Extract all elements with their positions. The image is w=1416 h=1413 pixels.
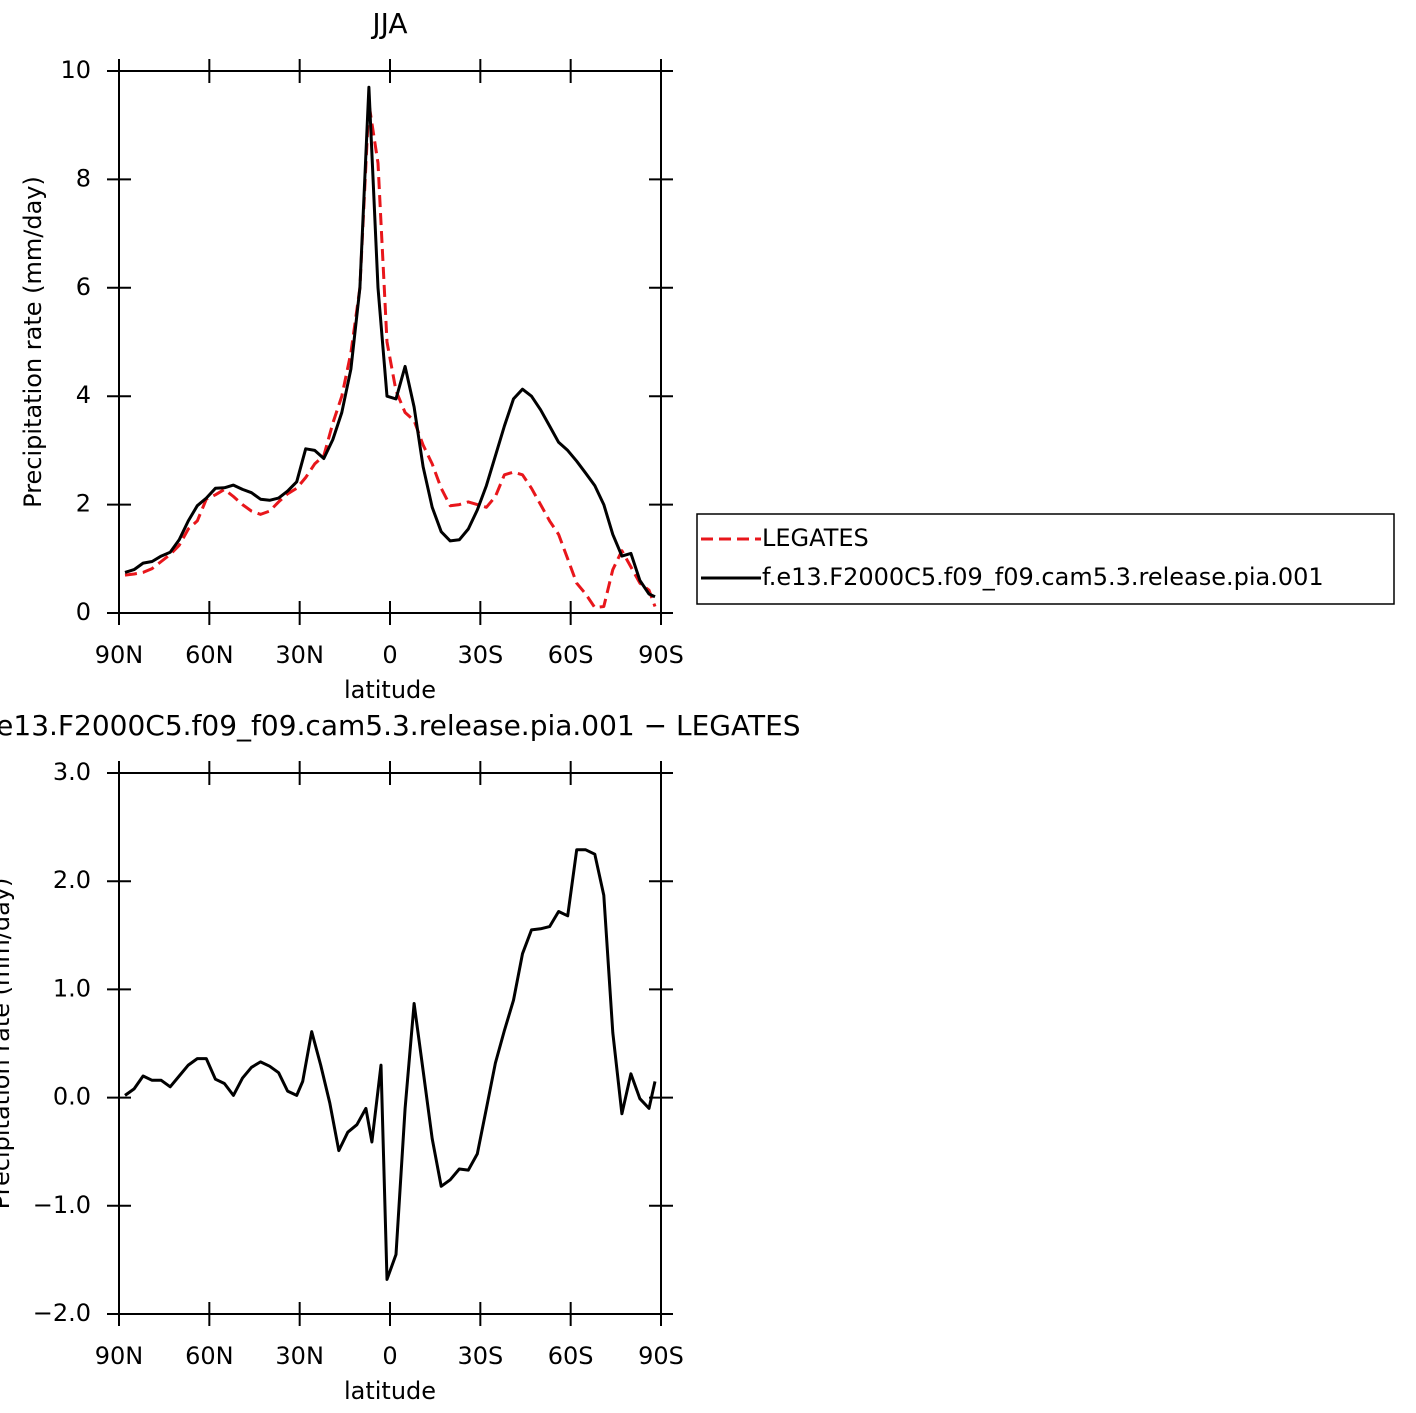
data-line [124,848,657,1281]
x-tick-label: 60S [548,1342,594,1370]
y-tick-label: 4 [76,381,91,409]
x-tick-label: 0 [382,641,397,669]
y-tick-label: 0.0 [53,1083,91,1111]
x-axis-label: latitude [344,1377,436,1405]
x-axis-label: latitude [344,676,436,704]
data-line [124,102,657,610]
y-tick-label: 2 [76,490,91,518]
y-tick-label: −1.0 [33,1191,91,1219]
x-tick-label: 60S [548,641,594,669]
y-tick-label: 10 [60,56,91,84]
x-tick-label: 90N [95,641,144,669]
y-tick-label: 3.0 [53,758,91,786]
x-tick-label: 90S [638,1342,684,1370]
plot-frame [118,70,662,614]
data-line [124,85,656,599]
x-tick-label: 60N [185,1342,234,1370]
x-tick-label: 60N [185,641,234,669]
x-tick-label: 30N [275,1342,324,1370]
x-tick-label: 0 [382,1342,397,1370]
legend-label: LEGATES [762,524,869,552]
legend-box [696,513,1395,605]
x-tick-label: 30S [457,641,503,669]
y-axis-label: Precipitation rate (mm/day) [19,176,47,508]
y-tick-label: −2.0 [33,1299,91,1327]
x-tick-label: 30N [275,641,324,669]
y-tick-label: 6 [76,273,91,301]
chart-title: f.e13.F2000C5.f09_f09.cam5.3.release.pia… [0,709,801,742]
plot-frame [118,772,662,1315]
y-tick-label: 8 [76,164,91,192]
chart-title: JJA [370,7,407,40]
y-tick-label: 0 [76,598,91,626]
y-tick-label: 2.0 [53,866,91,894]
x-tick-label: 90S [638,641,684,669]
y-axis-label: Precipitation rate (mm/day) [0,878,15,1210]
legend-label: f.e13.F2000C5.f09_f09.cam5.3.release.pia… [762,563,1324,591]
y-tick-label: 1.0 [53,974,91,1002]
x-tick-label: 30S [457,1342,503,1370]
x-tick-label: 90N [95,1342,144,1370]
